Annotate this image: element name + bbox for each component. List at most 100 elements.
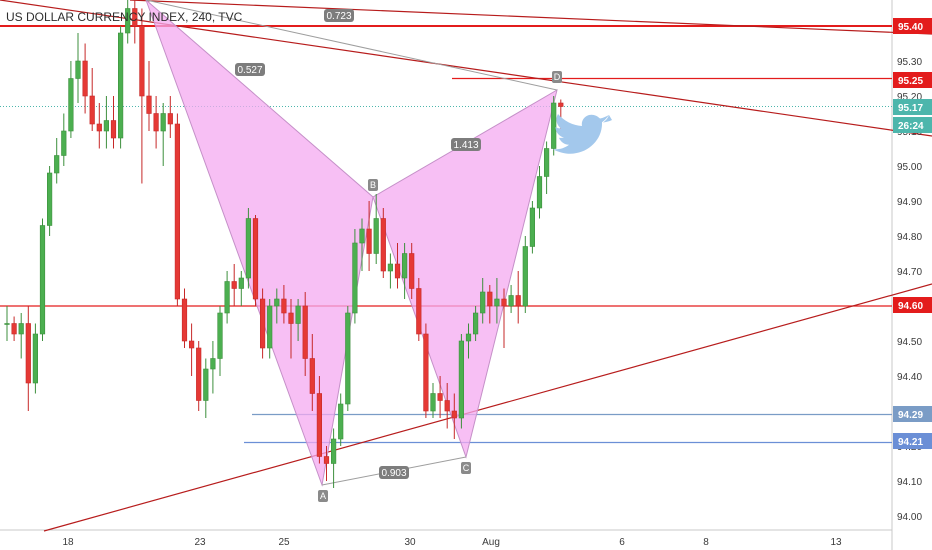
- x-tick-label: 18: [62, 537, 74, 548]
- candle-body: [508, 295, 514, 307]
- price-tag: 95.17: [898, 103, 923, 114]
- y-tick-label: 95.30: [897, 57, 922, 68]
- candle-body: [210, 358, 216, 370]
- y-tick-label: 94.50: [897, 337, 922, 348]
- candle-body: [61, 130, 67, 156]
- candle-body: [515, 295, 521, 307]
- candle-body: [132, 8, 138, 27]
- candle-body: [196, 347, 202, 401]
- price-tag-box: [893, 72, 932, 88]
- candle-body: [366, 228, 372, 254]
- pattern-point-box: [461, 462, 471, 474]
- x-tick-label: 8: [703, 537, 709, 548]
- candle-body: [345, 312, 351, 405]
- x-tick-label: 25: [278, 537, 290, 548]
- candle-body: [451, 410, 457, 419]
- candle-body: [89, 95, 95, 125]
- price-tag: 94.29: [898, 410, 923, 421]
- pattern-point-label: C: [463, 463, 470, 473]
- candle-body: [217, 312, 223, 359]
- ratio-label-box: [324, 9, 354, 22]
- x-tick-label: 6: [619, 537, 625, 548]
- candle-body: [529, 207, 535, 247]
- candle-body: [153, 113, 159, 132]
- candle-body: [224, 281, 230, 314]
- candle-body: [18, 323, 24, 335]
- candle-body: [288, 312, 294, 324]
- candle-body: [25, 323, 31, 384]
- candle-body: [259, 298, 266, 349]
- candle-body: [416, 288, 422, 335]
- ratio-label: 0.723: [326, 11, 351, 22]
- ratio-label-box: [379, 466, 409, 479]
- y-tick-label: 94.10: [897, 477, 922, 488]
- candle-body: [437, 393, 443, 401]
- price-tag-box: [893, 99, 932, 115]
- candle-body: [68, 78, 74, 132]
- candle-body: [309, 358, 315, 394]
- candle-body: [352, 242, 358, 314]
- price-tag: 94.60: [898, 301, 923, 312]
- candle-body: [373, 218, 379, 254]
- candle-body: [522, 246, 528, 307]
- chart-title: US DOLLAR CURRENCY INDEX, 240, TVC: [6, 10, 243, 24]
- candle-body: [11, 323, 17, 335]
- pattern-point-box: [318, 490, 328, 502]
- pattern-xd-line: [145, 0, 558, 91]
- price-tag: 26:24: [898, 121, 924, 132]
- candle-body: [82, 60, 88, 97]
- x-tick-label: Aug: [482, 537, 500, 548]
- price-tag-box: [893, 406, 932, 422]
- candle-body: [245, 218, 252, 279]
- candle-body: [380, 218, 386, 272]
- pattern-point-label: A: [320, 491, 326, 501]
- y-tick-label: 95.00: [897, 162, 922, 173]
- ratio-label: 1.413: [453, 140, 478, 151]
- candle-body: [167, 113, 173, 125]
- candle-body: [458, 340, 465, 419]
- ratio-label-box: [451, 138, 481, 151]
- x-tick-label: 13: [830, 537, 842, 548]
- y-tick-label: 94.40: [897, 372, 922, 383]
- candle-body: [494, 298, 500, 307]
- candle-body: [295, 305, 301, 324]
- candle-body: [110, 120, 117, 139]
- y-tick-label: 95.20: [897, 92, 922, 103]
- candle-body: [146, 95, 152, 114]
- candle-body: [558, 102, 564, 107]
- candle-body: [316, 393, 323, 457]
- candle-body: [359, 228, 365, 244]
- resistance-trendline: [129, 0, 932, 35]
- candle-body: [125, 8, 131, 34]
- ratio-label: 0.903: [381, 468, 406, 479]
- candle-body: [302, 305, 308, 359]
- candle-body: [231, 281, 237, 289]
- twitter-logo-icon: [553, 114, 612, 154]
- price-tag-box: [893, 297, 932, 313]
- ratio-label-box: [235, 63, 265, 76]
- candle-body: [501, 298, 507, 307]
- candle-body: [54, 155, 60, 174]
- candle-body: [465, 333, 472, 342]
- candle-body: [480, 291, 486, 314]
- candle-body: [160, 113, 166, 132]
- price-tag: 94.21: [898, 437, 923, 448]
- candle-body: [75, 60, 81, 79]
- candle-body: [401, 253, 408, 279]
- candle-body: [139, 25, 145, 97]
- candle-body: [103, 120, 109, 132]
- candle-body: [444, 400, 450, 412]
- candle-body: [338, 403, 344, 440]
- price-tag-box: [893, 117, 932, 133]
- candle-body: [4, 323, 10, 325]
- candle-body: [409, 253, 415, 289]
- candle-body: [543, 148, 550, 177]
- candle-body: [394, 263, 401, 279]
- y-tick-label: 94.00: [897, 512, 922, 523]
- candle-body: [181, 298, 188, 342]
- candle-body: [203, 368, 209, 401]
- candle-body: [281, 298, 287, 314]
- pattern-point-label: B: [370, 180, 376, 190]
- price-tag: 95.40: [898, 22, 923, 33]
